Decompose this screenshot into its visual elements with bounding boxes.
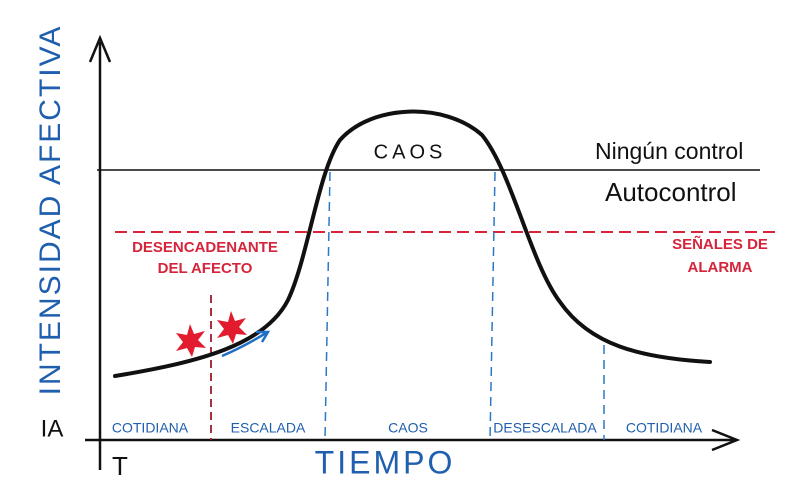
intensity-curve — [113, 109, 712, 378]
trigger-star — [217, 311, 247, 344]
x-arrowhead — [711, 428, 741, 452]
escalation-arrow — [221, 331, 267, 358]
phase-label: COTIDIANA — [112, 420, 189, 436]
y-axis-abbrev: IA — [41, 415, 64, 442]
alarm-label: ALARMA — [688, 259, 753, 276]
trigger-label: DESENCADENANTE — [132, 239, 278, 256]
x-axis-abbrev: T — [112, 451, 128, 481]
level-below: Autocontrol — [605, 177, 737, 207]
phase-label: COTIDIANA — [626, 420, 703, 436]
x-axis-label: TIEMPO — [315, 444, 456, 480]
escalation-arrowhead — [256, 330, 271, 343]
phase-label: DESESCALADA — [493, 420, 597, 436]
level-above: Ningún control — [595, 138, 743, 164]
alarm-label: SEÑALES DE — [672, 235, 768, 253]
peak-label: CAOS — [374, 141, 447, 163]
y-arrowhead — [88, 34, 112, 63]
trigger-label: DEL AFECTO — [158, 260, 253, 277]
trigger-star — [176, 324, 206, 357]
phase-label: CAOS — [388, 420, 428, 436]
phase-label: ESCALADA — [231, 420, 306, 436]
y-axis-label: INTENSIDAD AFECTIVA — [34, 25, 67, 396]
